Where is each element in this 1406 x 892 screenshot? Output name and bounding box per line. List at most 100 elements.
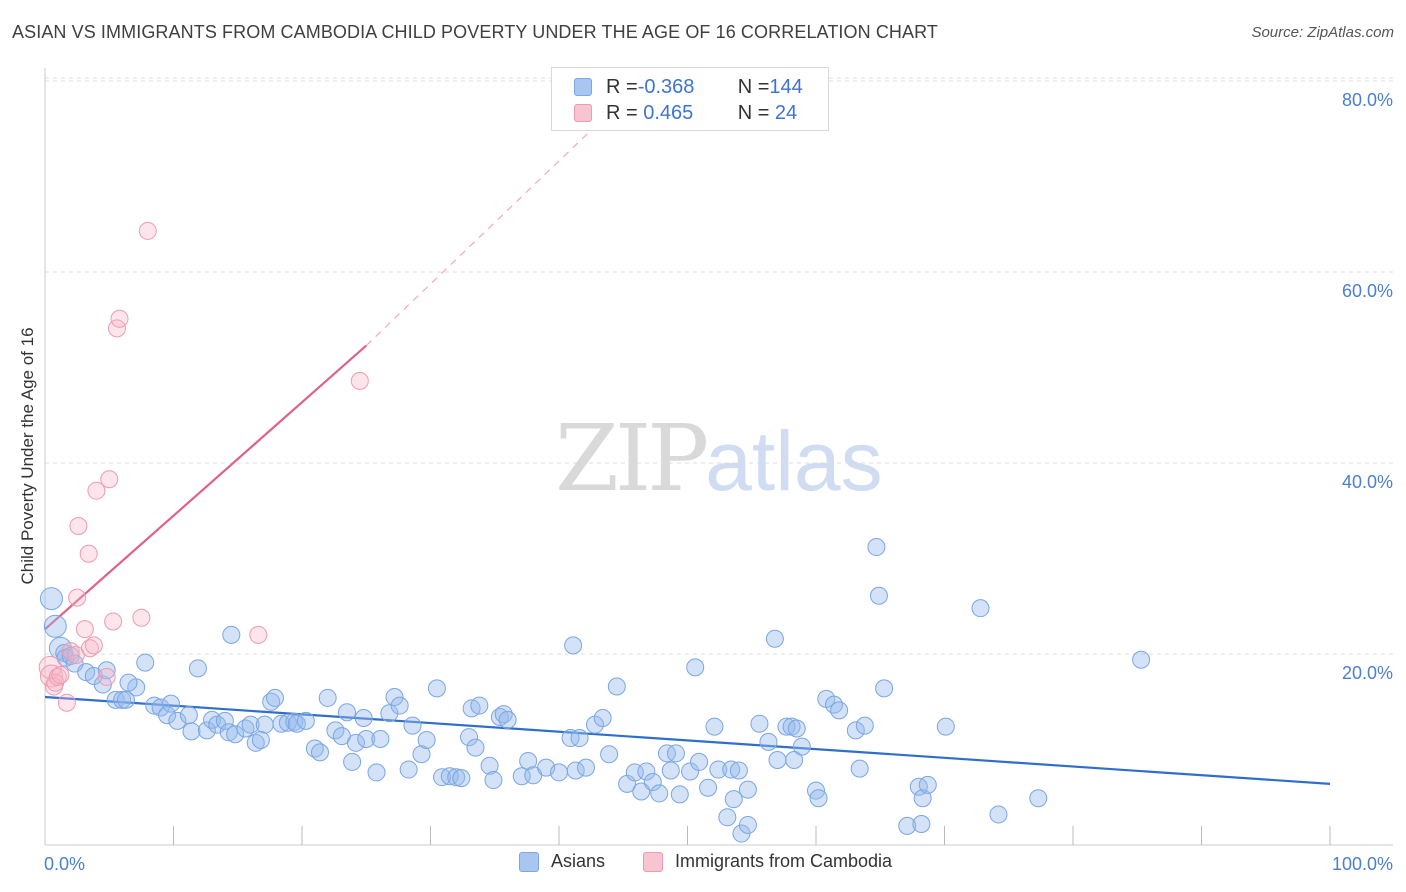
asian-point	[116, 690, 135, 709]
asian-point	[246, 733, 265, 752]
asian-point	[433, 768, 452, 787]
asian-point	[936, 717, 955, 736]
legend-n-value: 144	[769, 75, 803, 98]
asian-point	[666, 744, 685, 763]
asian-point	[809, 789, 828, 808]
label-layer: 20.0% 40.0% 60.0% 80.0% 0.0% 100.0% Child Pove…	[18, 90, 1393, 874]
asian-point	[43, 614, 67, 638]
cambodia-point	[51, 666, 70, 685]
asian-point	[168, 711, 187, 730]
asian-point	[718, 808, 737, 827]
grid-layer	[45, 77, 1393, 655]
asian-point	[971, 599, 990, 618]
legend-label-cambodia: Immigrants from Cambodia	[675, 851, 893, 871]
asian-point	[846, 721, 865, 740]
asian-point	[480, 756, 499, 775]
legend-n-label: N =	[737, 75, 770, 98]
asian-point	[869, 586, 888, 605]
cambodia-trend-line	[44, 344, 367, 630]
asian-point	[824, 695, 843, 714]
asian-point	[875, 679, 894, 698]
asian-point	[498, 710, 517, 729]
asian-point	[768, 751, 787, 770]
asian-point	[855, 716, 874, 735]
asian-point	[550, 763, 568, 782]
asian-point	[222, 625, 241, 644]
cambodia-point	[79, 544, 98, 563]
asian-point	[709, 760, 728, 779]
asian-point	[197, 721, 216, 740]
cambodia-point	[84, 636, 103, 655]
asian-point	[357, 729, 376, 748]
asian-point	[785, 751, 804, 770]
cambodia-point	[350, 371, 369, 390]
asian-point	[913, 789, 932, 808]
asian-point	[119, 673, 138, 692]
asian-point	[412, 745, 431, 764]
asian-point	[918, 775, 937, 794]
asian-point	[380, 704, 399, 723]
source-credit: Source: ZipAtlas.com	[1251, 24, 1394, 41]
asian-trend-line	[44, 695, 1331, 785]
asian-point	[113, 690, 132, 709]
asian-point	[226, 725, 245, 744]
asian-point	[427, 679, 446, 698]
cambodia-point	[75, 620, 94, 639]
cambodia-point	[100, 470, 119, 489]
asian-point	[1029, 789, 1048, 808]
legend-n-value: 24	[769, 101, 798, 124]
trend-layer	[44, 80, 1331, 785]
legend-swatch-cambodia	[574, 104, 592, 122]
asian-point	[215, 711, 234, 730]
legend-row-asians: R = -0.368 N = 144	[574, 75, 803, 99]
asian-point	[643, 772, 662, 791]
y-tick-label: 40.0%	[1342, 472, 1393, 492]
asian-point	[867, 538, 886, 557]
asian-point	[570, 729, 589, 748]
cambodia-point	[68, 588, 87, 607]
cambodia-point	[39, 664, 63, 688]
asian-point	[566, 761, 585, 780]
asian-point	[585, 715, 604, 734]
asian-point	[470, 696, 489, 715]
asian-point	[681, 762, 700, 781]
x-tick-label-max: 100.0%	[1332, 854, 1393, 874]
asian-point	[738, 815, 757, 834]
asian-point	[337, 703, 356, 722]
asian-point	[564, 636, 583, 655]
asian-point	[296, 711, 315, 730]
asian-points	[39, 538, 1151, 843]
y-tick-label: 60.0%	[1342, 281, 1393, 301]
asian-point	[898, 816, 917, 835]
asian-point	[354, 708, 373, 727]
asian-point	[637, 762, 656, 781]
legend-swatch-asians	[574, 78, 592, 96]
asian-point	[699, 778, 718, 797]
asian-point	[989, 805, 1008, 824]
asian-point	[670, 785, 689, 804]
legend-item-cambodia[interactable]: Immigrants from Cambodia	[643, 851, 892, 872]
asian-point	[219, 723, 238, 742]
asian-point	[792, 737, 811, 756]
asian-point	[690, 752, 709, 771]
legend-label-asians: Asians	[551, 851, 606, 871]
asian-point	[371, 729, 390, 748]
legend-r-label: R =	[606, 101, 638, 124]
asian-point	[830, 701, 849, 720]
cambodia-point	[69, 517, 88, 536]
asian-point	[266, 688, 285, 707]
asian-point	[759, 732, 778, 751]
asian-point	[750, 714, 769, 733]
asian-point	[278, 713, 297, 732]
asian-point	[346, 733, 365, 752]
asian-point	[318, 688, 337, 707]
cambodia-points	[38, 221, 369, 712]
asian-point	[158, 706, 177, 725]
correlation-legend: R = -0.368 N = 144 R = 0.465 N = 24	[551, 67, 829, 131]
asian-point	[686, 658, 705, 677]
asian-point	[203, 710, 222, 729]
asian-point	[447, 768, 466, 787]
asian-point	[417, 730, 436, 749]
legend-item-asians[interactable]: Asians	[519, 851, 605, 872]
